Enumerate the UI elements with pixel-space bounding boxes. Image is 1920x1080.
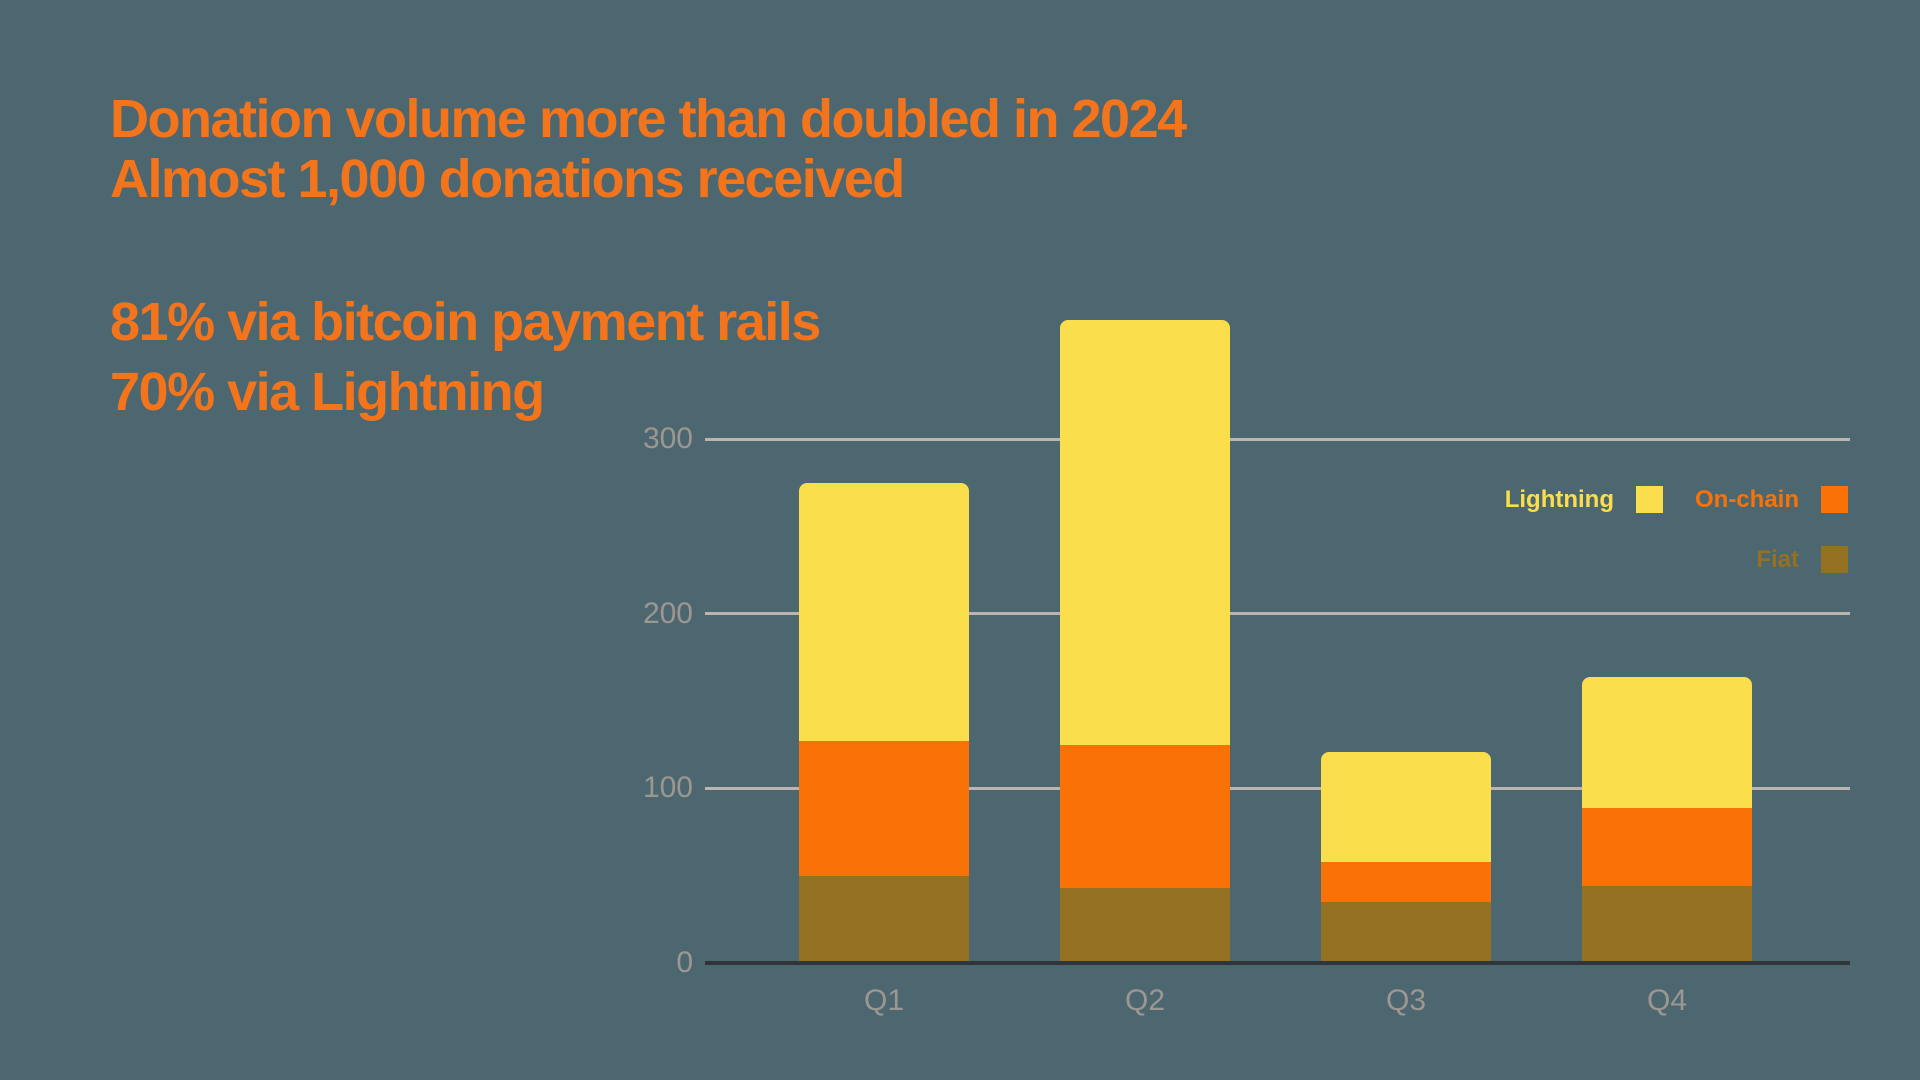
bar-q4-fiat-segment [1582, 886, 1752, 963]
gridline-200 [705, 612, 1850, 616]
bar-q4-lightning-segment [1582, 676, 1752, 808]
bar-q1-onchain-segment [799, 741, 969, 876]
bar-q3-lightning-segment [1321, 751, 1491, 862]
bar-q4-onchain-segment [1582, 807, 1752, 887]
legend-label-on-chain: On-chain [1694, 486, 1799, 513]
gridline-300 [705, 437, 1850, 441]
x-tick-label-q1: Q1 [863, 984, 905, 1017]
legend-swatch-lightning [1636, 486, 1663, 513]
bar-q1-lightning-segment [799, 482, 969, 742]
legend-item-fiat: Fiat [1756, 546, 1848, 573]
bar-q1-fiat-segment [799, 875, 969, 963]
legend-item-on-chain: On-chain [1695, 486, 1848, 513]
bar-q3-fiat-segment [1321, 901, 1491, 963]
x-tick-label-q3: Q3 [1385, 984, 1427, 1017]
bar-q2 [1060, 320, 1230, 963]
legend-label-fiat: Fiat [1756, 546, 1799, 573]
y-tick-label-100: 100 [642, 771, 693, 805]
stat-lightning: 70% via Lightning [110, 362, 545, 422]
legend-swatch-on-chain [1821, 486, 1848, 513]
bar-q1 [799, 482, 969, 963]
legend-item-lightning: Lightning [1505, 486, 1663, 513]
bar-q3-onchain-segment [1321, 861, 1491, 902]
title-line-1: Donation volume more than doubled in 202… [110, 89, 1187, 149]
legend-label-lightning: Lightning [1504, 486, 1614, 513]
x-tick-label-q2: Q2 [1124, 984, 1166, 1017]
y-tick-label-300: 300 [642, 422, 693, 455]
bar-q2-lightning-segment [1060, 320, 1230, 745]
stacked-bar-chart-plot-area: 0 100 200 300 Q1 Q2 Q3 Q4 [643, 320, 1850, 1017]
bar-q3 [1321, 751, 1491, 963]
y-tick-label-0: 0 [676, 946, 693, 979]
x-axis-line [705, 961, 1850, 965]
y-tick-label-200: 200 [642, 596, 693, 630]
x-tick-label-q4: Q4 [1646, 984, 1688, 1017]
bar-q2-fiat-segment [1060, 887, 1230, 963]
title-line-2: Almost 1,000 donations received [110, 149, 905, 209]
legend-swatch-fiat [1821, 546, 1848, 573]
bar-q4 [1582, 676, 1752, 963]
bar-q2-onchain-segment [1060, 744, 1230, 888]
stat-bitcoin-rails: 81% via bitcoin payment rails [110, 292, 821, 352]
gridline-100 [705, 786, 1850, 790]
